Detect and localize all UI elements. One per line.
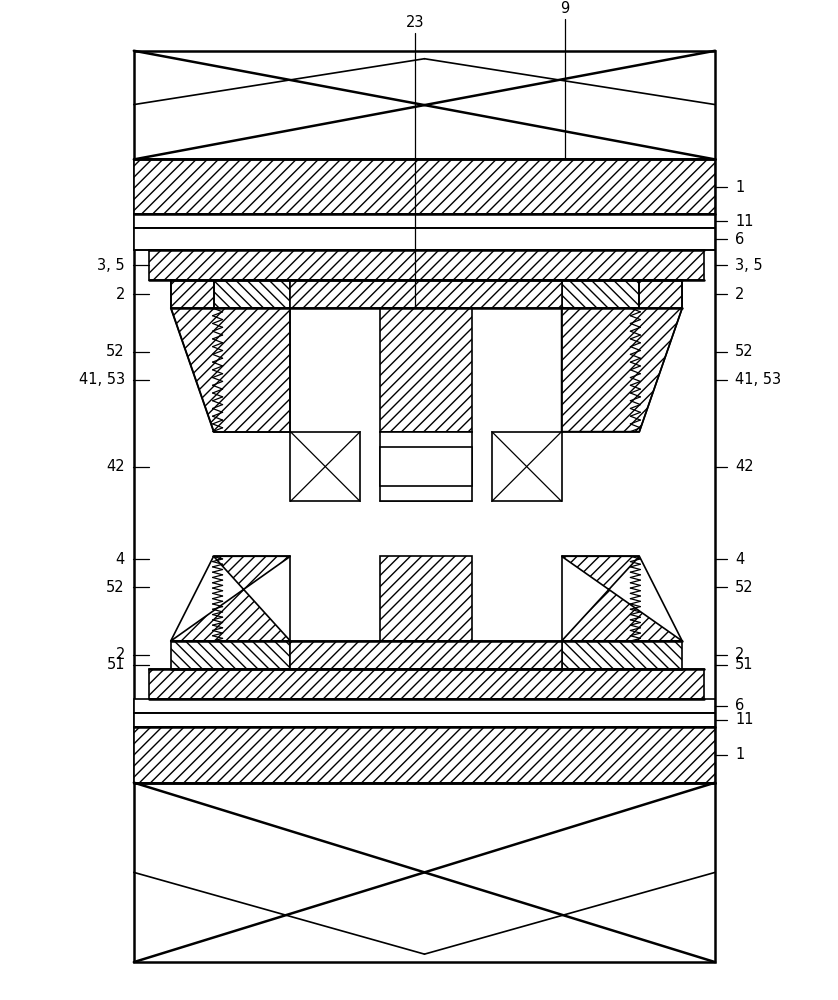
- Text: 11: 11: [735, 214, 753, 229]
- Polygon shape: [561, 308, 682, 432]
- Text: 2: 2: [735, 287, 744, 302]
- Bar: [561, 280, 682, 308]
- Bar: [134, 727, 715, 783]
- Bar: [380, 447, 472, 486]
- Bar: [134, 159, 715, 214]
- Bar: [134, 713, 715, 727]
- Text: 52: 52: [106, 344, 125, 359]
- Text: 41, 53: 41, 53: [735, 372, 781, 387]
- Bar: [380, 432, 472, 501]
- Polygon shape: [171, 308, 291, 432]
- Bar: [134, 51, 715, 962]
- Bar: [171, 641, 291, 669]
- Text: 9: 9: [560, 1, 569, 16]
- Bar: [171, 280, 214, 308]
- Text: 11: 11: [735, 712, 753, 727]
- Bar: [380, 556, 472, 641]
- Text: 42: 42: [106, 459, 125, 474]
- Text: 2: 2: [116, 287, 125, 302]
- Text: 1: 1: [735, 747, 744, 762]
- Bar: [171, 280, 291, 308]
- Text: 6: 6: [735, 698, 744, 713]
- Text: 51: 51: [735, 657, 753, 672]
- Text: 52: 52: [735, 580, 753, 595]
- Bar: [134, 214, 715, 228]
- Text: 6: 6: [735, 232, 744, 247]
- Bar: [149, 250, 704, 280]
- Text: 42: 42: [735, 459, 753, 474]
- Bar: [134, 699, 715, 713]
- Text: 3, 5: 3, 5: [735, 258, 763, 273]
- Text: 2: 2: [735, 647, 744, 662]
- Text: 41, 53: 41, 53: [79, 372, 125, 387]
- Bar: [291, 641, 561, 669]
- Text: 2: 2: [116, 647, 125, 662]
- Bar: [492, 432, 561, 501]
- Bar: [291, 432, 360, 501]
- Bar: [134, 228, 715, 250]
- Bar: [639, 280, 682, 308]
- Text: 4: 4: [735, 552, 744, 567]
- Text: 23: 23: [406, 15, 424, 30]
- Text: 3, 5: 3, 5: [97, 258, 125, 273]
- Text: 52: 52: [106, 580, 125, 595]
- Bar: [291, 280, 561, 308]
- Polygon shape: [171, 556, 291, 641]
- Bar: [149, 669, 704, 699]
- Text: 52: 52: [735, 344, 753, 359]
- Text: 4: 4: [116, 552, 125, 567]
- Bar: [561, 641, 682, 669]
- Text: 1: 1: [735, 180, 744, 195]
- Bar: [380, 308, 472, 432]
- Text: 51: 51: [106, 657, 125, 672]
- Polygon shape: [561, 556, 682, 641]
